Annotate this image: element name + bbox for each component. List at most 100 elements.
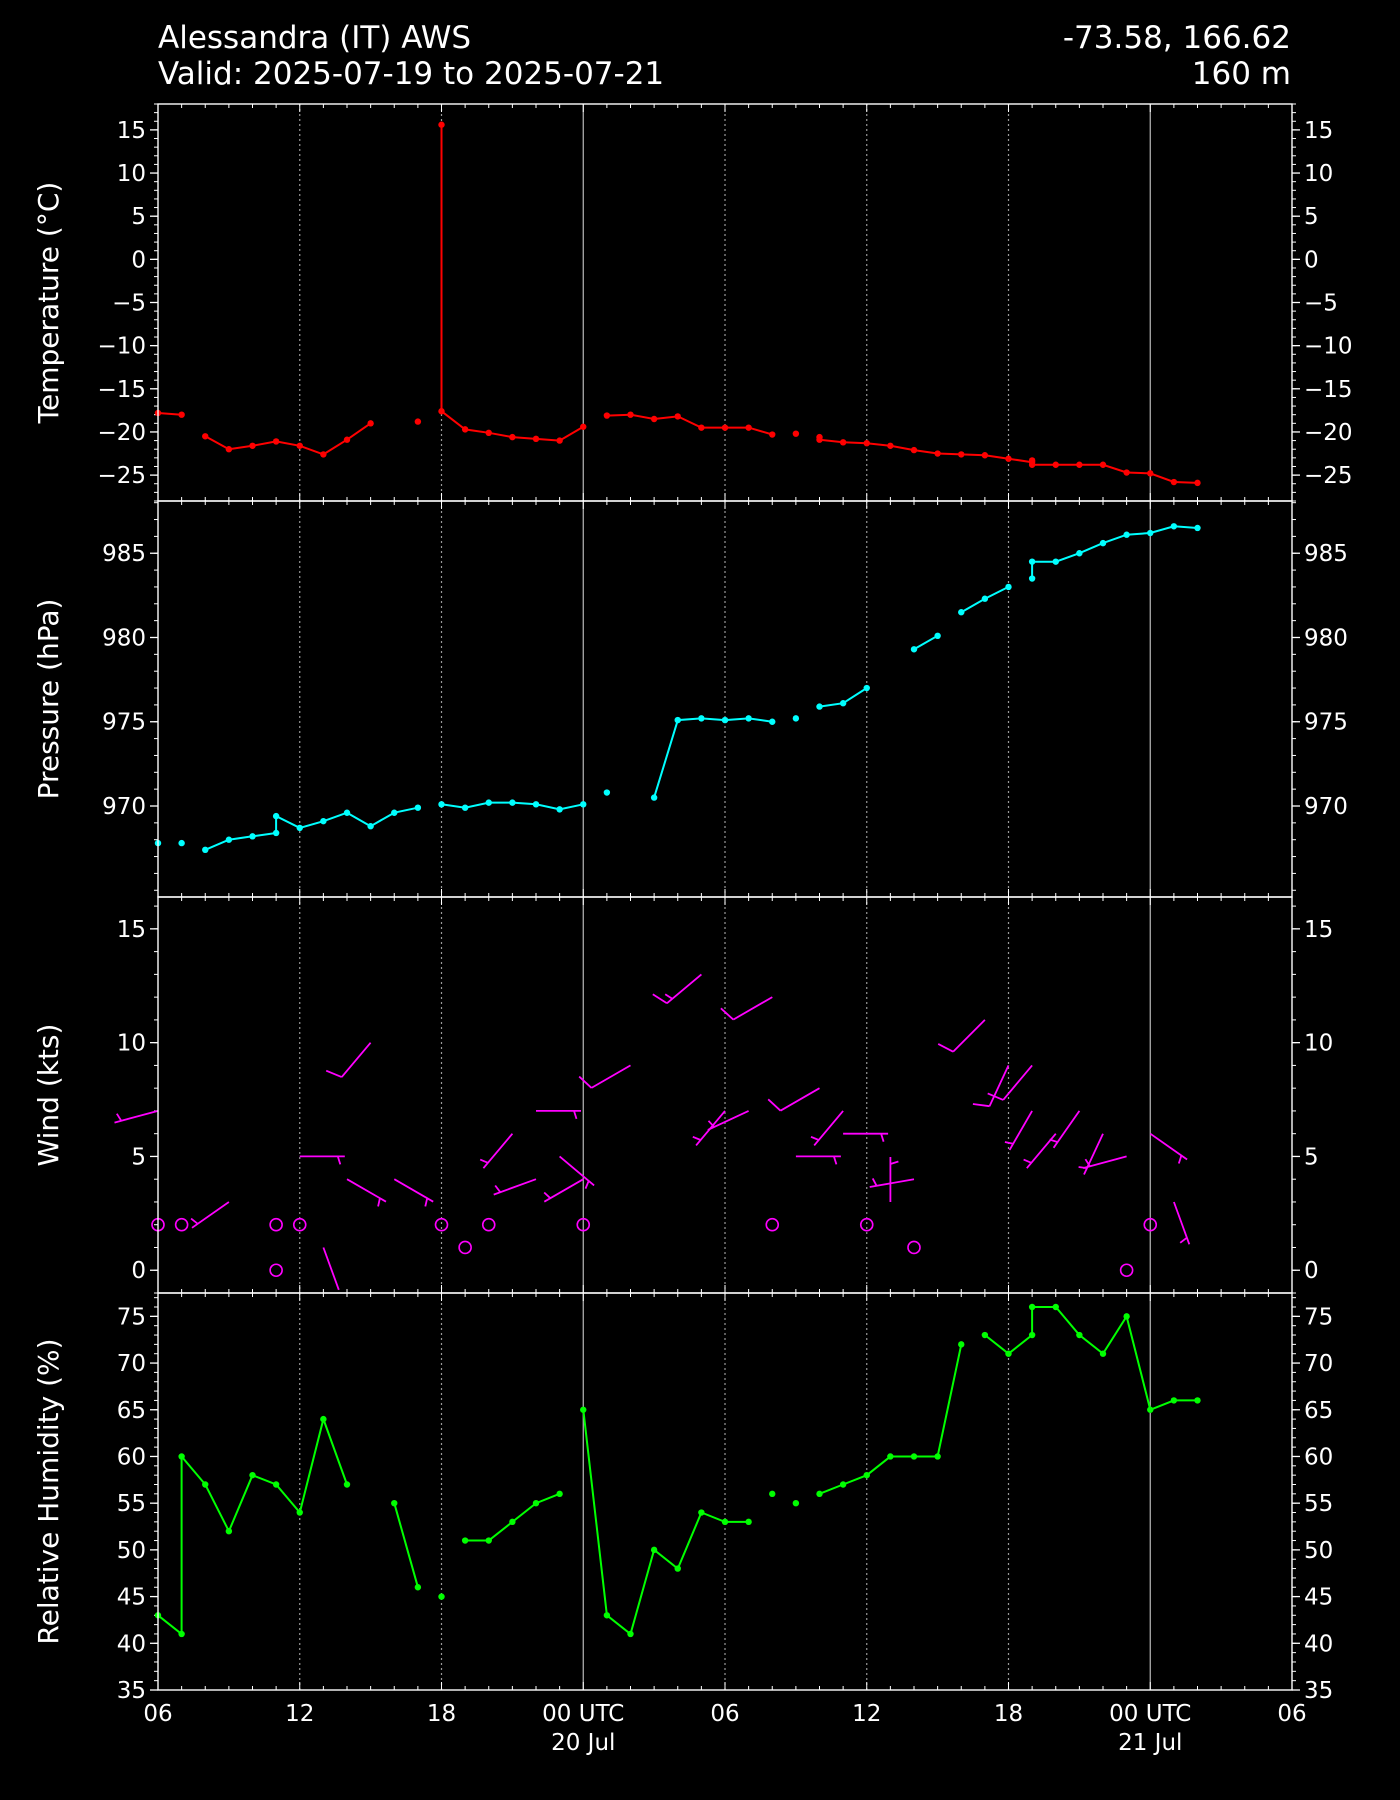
temperature-data-point (769, 431, 776, 438)
valid-range: Valid: 2025-07-19 to 2025-07-21 (158, 56, 665, 92)
wind-calm-marker (458, 1240, 472, 1255)
temperature-series-line (606, 413, 773, 436)
pressure-data-point (981, 595, 989, 602)
temperature-data-point (296, 442, 303, 449)
humidity-data-point (580, 1406, 587, 1413)
humidity-series-line (465, 1492, 560, 1542)
temperature-data-point (272, 438, 280, 445)
wind-calm-marker (434, 1217, 449, 1232)
humidity-data-point (910, 1453, 918, 1460)
pressure-data-point (792, 715, 800, 722)
humidity-series-line (393, 1502, 419, 1588)
humidity-ytick-label: 60 (117, 1444, 146, 1470)
pressure-data-point (650, 794, 658, 801)
pressure-series-line (204, 806, 419, 851)
humidity-data-point (438, 1593, 445, 1600)
x-tick-label: 18 (994, 1701, 1023, 1727)
x-tick-label: 12 (852, 1701, 881, 1727)
station-elevation: 160 m (1191, 56, 1291, 92)
pressure-ylabel: Pressure (hPa) (32, 599, 65, 800)
wind-ytick-label-right: 15 (1304, 917, 1333, 943)
pressure-data-point (178, 839, 185, 847)
humidity-data-point (391, 1499, 398, 1507)
x-tick-label: 18 (427, 1701, 456, 1727)
humidity-panel: 75 75 70 70 65 65 60 60 55 55 50 50 45 45 40 40 35 35 Rela… (32, 1292, 1333, 1704)
wind-ytick-label-right: 10 (1304, 1031, 1333, 1057)
wind-barb (543, 1178, 584, 1203)
wind-barb (325, 1042, 372, 1078)
humidity-ytick-label: 45 (117, 1585, 146, 1611)
pressure-data-point (320, 817, 327, 825)
temperature-ytick-label: 15 (117, 118, 146, 144)
temperature-series-line (157, 412, 182, 416)
wind-barb (1082, 1155, 1127, 1169)
wind-ytick-label-right: 0 (1304, 1258, 1319, 1284)
temperature-ylabel: Temperature (°C) (32, 182, 65, 425)
wind-barb (795, 1155, 841, 1165)
temperature-data-point (674, 413, 681, 420)
wind-barb (346, 1178, 387, 1207)
humidity-data-point (1147, 1406, 1154, 1413)
humidity-data-point (863, 1471, 870, 1479)
pressure-series-line (1031, 525, 1198, 579)
temperature-ytick-label: 5 (131, 204, 146, 230)
humidity-data-point (698, 1509, 705, 1516)
temperature-data-point (485, 429, 492, 437)
wind-barb (1078, 1133, 1104, 1175)
humidity-ytick-label-right: 35 (1304, 1678, 1333, 1704)
humidity-data-point (1005, 1350, 1012, 1357)
humidity-data-point (958, 1341, 965, 1348)
pressure-ytick-label-right: 975 (1304, 710, 1348, 736)
temperature-ytick-label-right: 5 (1304, 204, 1319, 230)
humidity-data-point (627, 1630, 634, 1638)
humidity-ytick-label-right: 50 (1304, 1538, 1333, 1564)
humidity-data-point (320, 1415, 327, 1423)
temperature-data-point (225, 446, 233, 453)
wind-barb (1149, 1132, 1188, 1164)
wind-barb (843, 1132, 889, 1142)
temperature-data-point (580, 423, 587, 430)
temperature-frame (157, 103, 1293, 502)
humidity-data-point (202, 1481, 209, 1488)
wind-barb (767, 1087, 820, 1112)
humidity-ytick-label: 50 (117, 1538, 146, 1564)
temperature-data-point (1147, 470, 1154, 477)
humidity-data-point (839, 1481, 847, 1488)
x-tick-label: 06 (143, 1701, 172, 1727)
station-title: Alessandra (IT) AWS (158, 20, 472, 56)
humidity-data-point (178, 1630, 185, 1638)
humidity-series-line (157, 1415, 348, 1637)
humidity-data-point (934, 1453, 941, 1460)
pressure-data-point (674, 716, 681, 724)
pressure-data-point (414, 804, 422, 811)
temperature-ytick-label-right: 0 (1304, 247, 1319, 273)
temperature-ytick-label-right: 15 (1304, 118, 1333, 144)
pressure-data-point (202, 846, 209, 854)
humidity-data-point (792, 1499, 800, 1507)
pressure-data-point (391, 809, 398, 816)
x-tick-label: 06 (710, 1701, 739, 1727)
wind-barb (972, 1065, 1010, 1108)
humidity-data-point (745, 1518, 752, 1526)
pressure-data-point (603, 789, 611, 796)
pressure-data-point (343, 809, 351, 816)
humidity-data-point (461, 1537, 469, 1544)
humidity-data-point (603, 1612, 611, 1619)
humidity-ytick-label-right: 65 (1304, 1398, 1333, 1424)
wind-barb (559, 1155, 595, 1189)
pressure-data-point (556, 806, 563, 813)
humidity-series-line (984, 1306, 1198, 1412)
temperature-data-point (320, 451, 327, 458)
wind-barb (889, 1157, 899, 1202)
x-tick-label: 12 (285, 1701, 314, 1727)
pressure-ytick-label: 980 (102, 625, 146, 651)
humidity-ytick-label: 65 (117, 1398, 146, 1424)
temperature-data-point (934, 450, 941, 457)
wind-calm-marker (174, 1217, 189, 1232)
temperature-data-point (509, 433, 516, 441)
humidity-data-point (769, 1490, 776, 1498)
humidity-data-point (178, 1453, 185, 1460)
temperature-data-point (698, 424, 705, 431)
pressure-panel: 970 970 975 975 980 980 985 985 Pressure (hPa) (32, 500, 1348, 898)
pressure-ytick-label: 985 (102, 541, 146, 567)
